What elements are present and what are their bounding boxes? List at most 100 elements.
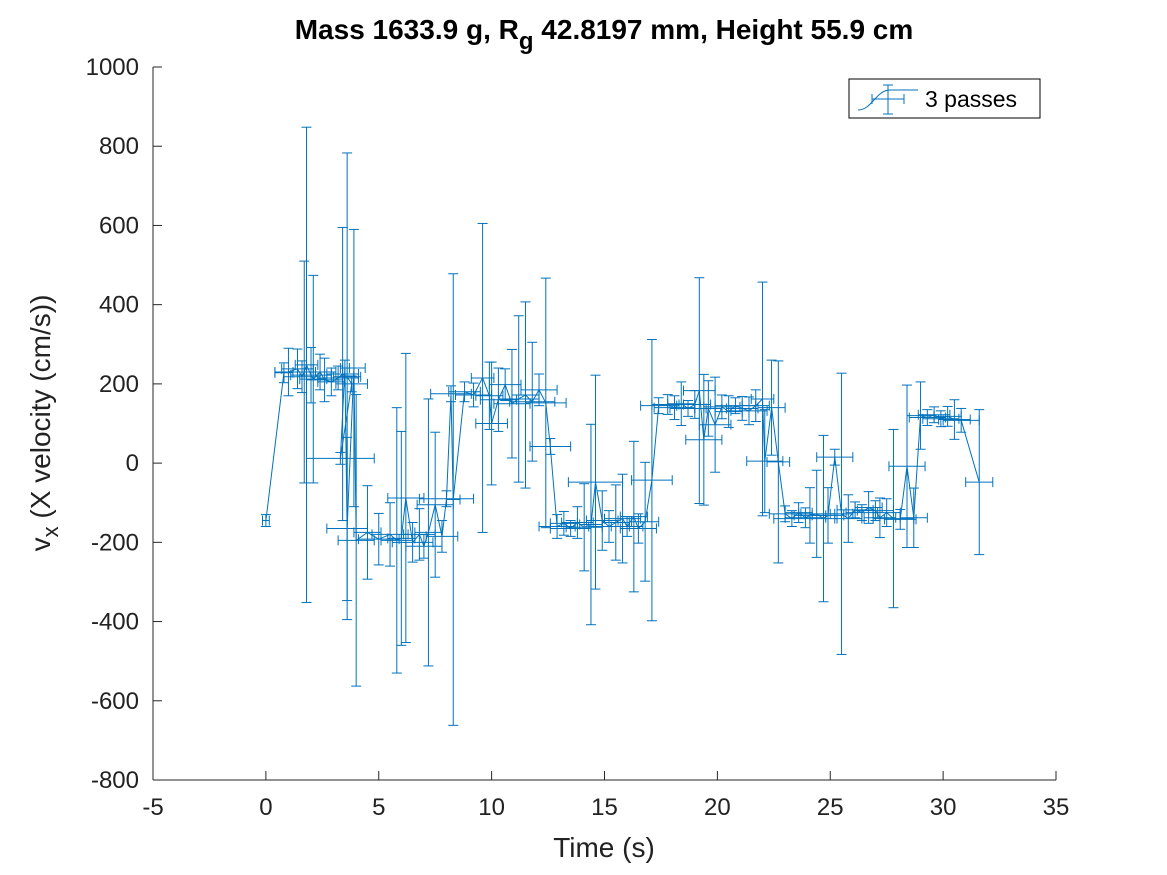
- data-point: [798, 469, 836, 558]
- x-tick-label: 25: [817, 794, 844, 821]
- data-point: [317, 365, 359, 391]
- data-point: [965, 409, 994, 556]
- data-point: [294, 126, 319, 604]
- y-tick-label: 1000: [86, 54, 139, 81]
- y-tick-label: 400: [99, 292, 139, 319]
- data-point: [260, 514, 271, 527]
- data-point: [757, 359, 786, 456]
- y-tick-label: -400: [91, 609, 139, 636]
- series-layer: [260, 126, 994, 726]
- data-point: [667, 381, 696, 426]
- data-point: [631, 461, 660, 582]
- data-point: [579, 423, 603, 626]
- data-point: [520, 373, 558, 407]
- data-point: [640, 397, 678, 415]
- y-axis-label-main: v: [25, 537, 56, 551]
- data-point: [538, 514, 576, 539]
- x-tick-label: 35: [1043, 794, 1070, 821]
- y-tick-label: -800: [91, 767, 139, 794]
- data-point: [714, 395, 743, 428]
- data-point: [430, 385, 472, 403]
- data-point: [290, 346, 332, 404]
- data-point: [283, 360, 321, 394]
- data-point: [631, 339, 673, 622]
- data-point: [303, 353, 337, 391]
- data-point: [741, 389, 770, 423]
- data-point: [493, 348, 531, 459]
- data-point: [908, 409, 946, 426]
- legend-line: [857, 89, 918, 111]
- legend-label: 3 passes: [925, 86, 1017, 112]
- data-point: [445, 273, 461, 726]
- data-point: [766, 360, 791, 564]
- data-point: [942, 407, 980, 433]
- data-point: [685, 373, 723, 506]
- data-point: [619, 440, 648, 593]
- x-tick-label: -5: [142, 794, 163, 821]
- data-point: [922, 410, 960, 428]
- y-tick-label: 600: [99, 212, 139, 239]
- data-point: [414, 398, 443, 667]
- data-point: [416, 431, 454, 578]
- data-point: [371, 502, 409, 567]
- data-point: [829, 372, 854, 655]
- y-axis-label-subscript: x: [38, 526, 63, 537]
- data-point: [906, 381, 935, 450]
- y-tick-label: 200: [99, 371, 139, 398]
- data-point: [567, 374, 624, 590]
- data-point: [565, 483, 603, 572]
- y-tick-label: -600: [91, 688, 139, 715]
- chart-title-prefix: Mass 1633.9 g, R: [295, 14, 519, 45]
- data-point: [475, 361, 508, 486]
- chart-title-subscript: g: [519, 28, 534, 55]
- data-point: [698, 376, 732, 473]
- data-point: [337, 394, 375, 687]
- x-tick-label: 0: [259, 794, 272, 821]
- data-point: [730, 396, 768, 426]
- data-point: [448, 381, 481, 403]
- data-point: [299, 274, 328, 484]
- data-point: [809, 434, 838, 603]
- data-point: [511, 301, 540, 489]
- data-point: [524, 277, 567, 529]
- data-point: [703, 394, 741, 420]
- data-point: [306, 451, 375, 465]
- data-point: [529, 438, 572, 455]
- data-point: [863, 497, 897, 539]
- axes-layer: -5 0 5 10 15 20 25 30 35 -800 -600 -400 -200 0 200 400 6…: [86, 54, 1070, 821]
- data-point: [326, 226, 359, 522]
- x-tick-label: 30: [930, 794, 957, 821]
- data-point: [357, 512, 400, 566]
- data-point: [497, 315, 540, 483]
- x-tick-label: 10: [478, 794, 505, 821]
- data-point: [488, 368, 522, 402]
- data-point: [561, 506, 594, 539]
- data-point: [387, 352, 425, 644]
- data-point: [750, 281, 775, 517]
- data-point: [938, 399, 971, 440]
- legend: 3 passes: [848, 78, 1041, 119]
- data-point: [604, 473, 642, 564]
- data-point: [683, 277, 716, 505]
- data-point: [816, 448, 854, 466]
- data-point: [342, 228, 366, 508]
- data-point: [470, 222, 495, 533]
- data-point: [888, 384, 926, 548]
- data-point: [326, 436, 368, 621]
- data-point: [380, 407, 414, 674]
- data-point: [425, 520, 459, 553]
- data-point: [746, 409, 784, 514]
- data-point: [872, 428, 915, 609]
- y-tick-label: 0: [126, 450, 139, 477]
- x-tick-label: 5: [372, 794, 385, 821]
- data-point: [509, 341, 556, 462]
- data-point: [601, 484, 630, 561]
- data-point: [391, 522, 434, 563]
- x-tick-label: 15: [591, 794, 618, 821]
- chart-title: Mass 1633.9 g, Rg 42.8197 mm, Height 55.…: [295, 14, 914, 55]
- chart-title-suffix: 42.8197 mm, Height 55.9 cm: [534, 14, 914, 45]
- x-axis-label: Time (s): [553, 832, 655, 863]
- data-point: [619, 513, 657, 544]
- y-tick-label: 800: [99, 133, 139, 160]
